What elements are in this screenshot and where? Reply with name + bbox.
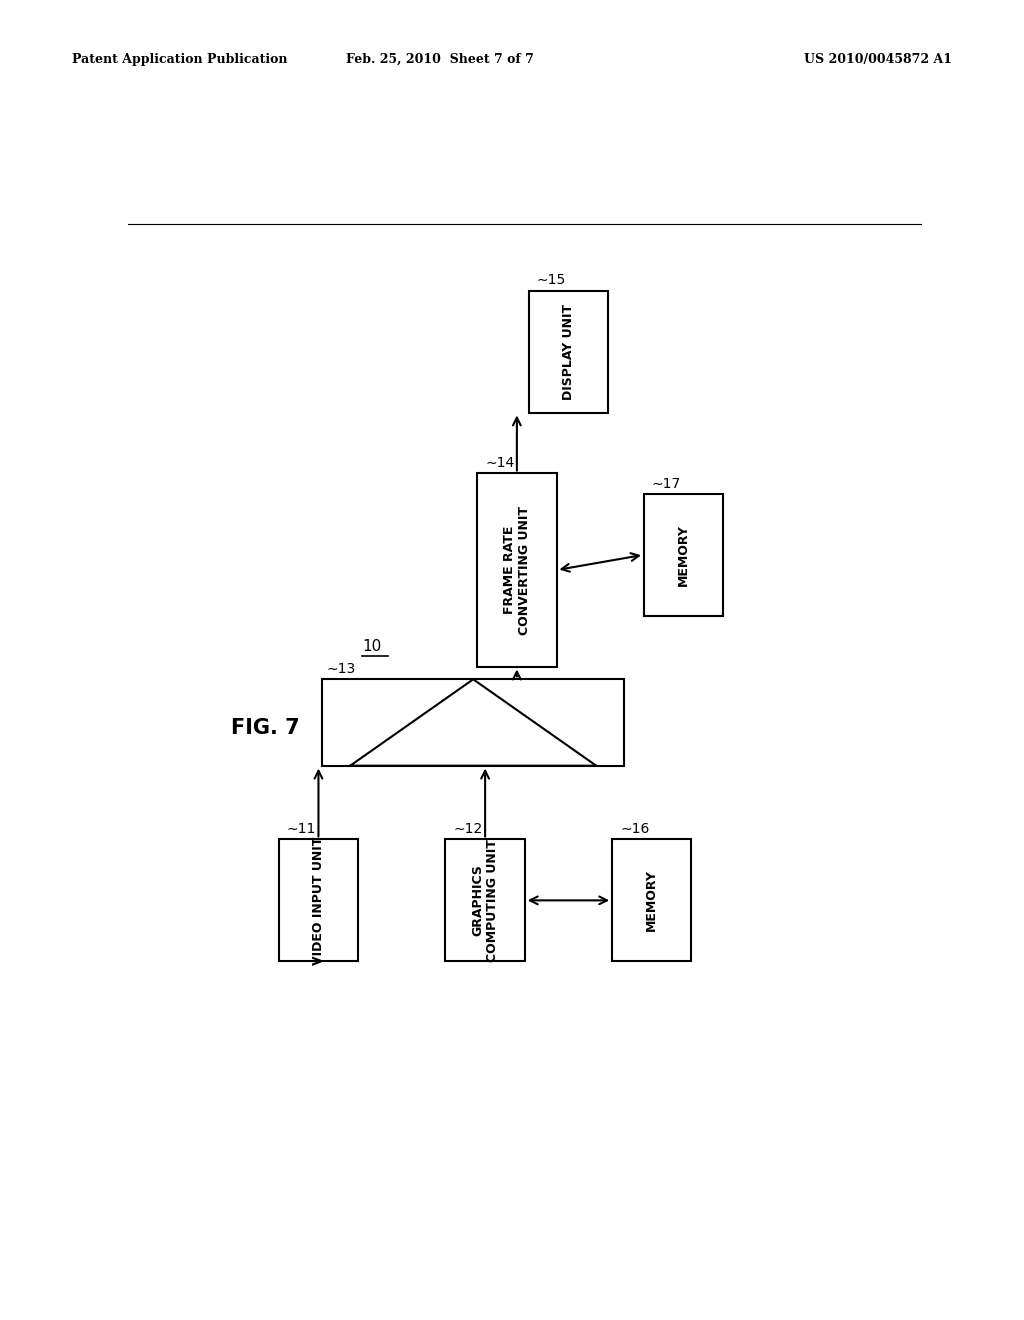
Text: MEMORY: MEMORY [677,524,690,586]
Bar [445,840,525,961]
Bar [644,494,723,615]
Text: US 2010/0045872 A1: US 2010/0045872 A1 [804,53,952,66]
Text: 10: 10 [362,639,381,653]
Text: ∼17: ∼17 [651,477,681,491]
Text: MEMORY: MEMORY [645,870,658,932]
Text: Patent Application Publication: Patent Application Publication [72,53,287,66]
Bar [528,290,608,412]
Bar [612,840,691,961]
Text: FIG. 7: FIG. 7 [231,718,300,738]
Text: GRAPHICS
COMPUTING UNIT: GRAPHICS COMPUTING UNIT [471,840,499,962]
Text: ∼16: ∼16 [620,822,649,837]
Bar [323,680,624,766]
Bar [477,474,557,667]
Text: FRAME RATE
CONVERTING UNIT: FRAME RATE CONVERTING UNIT [503,506,530,635]
Text: Feb. 25, 2010  Sheet 7 of 7: Feb. 25, 2010 Sheet 7 of 7 [346,53,535,66]
Text: DISPLAY UNIT: DISPLAY UNIT [562,304,574,400]
Text: VIDEO INPUT UNIT: VIDEO INPUT UNIT [312,836,325,965]
Text: ∼14: ∼14 [485,457,514,470]
Text: ∼11: ∼11 [287,822,316,837]
Text: ∼15: ∼15 [537,273,566,288]
Text: ∼12: ∼12 [454,822,482,837]
Bar [279,840,358,961]
Text: ∼13: ∼13 [327,663,355,676]
